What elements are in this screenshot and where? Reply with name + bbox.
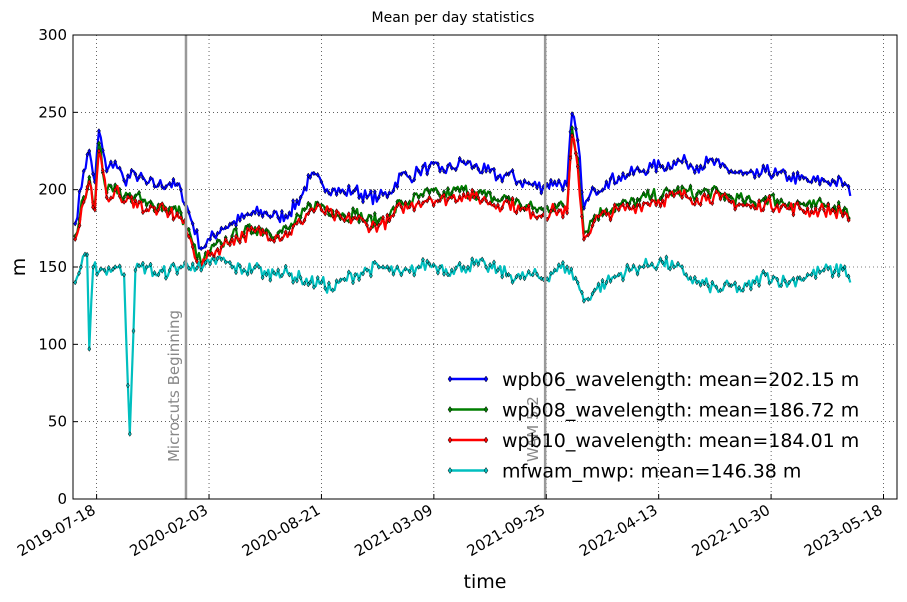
series-markers [73, 111, 851, 252]
x-axis-label: time [464, 571, 507, 593]
x-tick-label: 2019-07-18 [14, 501, 99, 560]
legend-label: wpb06_wavelength: mean=202.15 m [502, 369, 859, 391]
series-0 [73, 111, 852, 252]
x-axis-ticks: 2019-07-18 2020-02-03 2020-08-21 2021-03-09… [14, 494, 886, 560]
legend-marker [483, 436, 489, 444]
x-tick-label: 2023-05-18 [801, 501, 886, 560]
vertical-marker-label: Microcuts Beginning [165, 310, 183, 462]
legend-marker [447, 436, 453, 444]
y-tick-label: 50 [48, 413, 67, 431]
legend-marker [447, 406, 453, 413]
legend: wpb06_wavelength: mean=202.15 m wpb08_wav… [447, 369, 859, 483]
series-1 [73, 124, 851, 267]
series-layer [73, 111, 852, 437]
series-markers [73, 251, 851, 437]
y-tick-label: 300 [38, 26, 67, 44]
legend-marker [447, 467, 453, 474]
x-tick-label: 2020-02-03 [127, 501, 212, 560]
series-line [74, 134, 851, 269]
x-tick-label: 2022-04-13 [576, 501, 661, 560]
legend-label: wpb10_wavelength: mean=184.01 m [502, 430, 859, 452]
series-3 [73, 251, 852, 437]
y-tick-label: 250 [38, 103, 67, 121]
legend-marker [447, 375, 453, 383]
legend-label: mfwam_mwp: mean=146.38 m [502, 461, 801, 483]
legend-marker [483, 406, 489, 413]
y-tick-label: 0 [57, 490, 67, 508]
legend-item: wpb10_wavelength: mean=184.01 m [447, 430, 859, 452]
legend-item: wpb06_wavelength: mean=202.15 m [447, 369, 859, 391]
legend-marker [483, 375, 489, 383]
series-markers [73, 124, 851, 267]
series-line [74, 112, 852, 250]
x-tick-label: 2020-08-21 [239, 501, 324, 560]
legend-item: wpb08_wavelength: mean=186.72 m [447, 400, 859, 422]
legend-label: wpb08_wavelength: mean=186.72 m [502, 400, 859, 422]
y-tick-label: 200 [38, 181, 67, 199]
y-tick-label: 150 [38, 258, 67, 276]
y-axis-label: m [8, 258, 30, 277]
x-tick-label: 2021-03-09 [351, 501, 436, 560]
vertical-markers: Microcuts Beginning WAM 5.2 [165, 35, 547, 499]
legend-marker [483, 467, 489, 474]
legend-item: mfwam_mwp: mean=146.38 m [447, 461, 801, 483]
series-markers [73, 132, 851, 270]
series-2 [73, 132, 851, 270]
y-axis-ticks: 0 50 100 150 200 250 300 [38, 26, 78, 508]
x-tick-label: 2021-09-25 [464, 501, 549, 560]
x-tick-label: 2022-10-30 [689, 501, 774, 560]
vertical-marker-label: WAM 5.2 [524, 396, 542, 462]
y-tick-label: 100 [38, 335, 67, 353]
chart-title: Mean per day statistics [372, 10, 535, 26]
